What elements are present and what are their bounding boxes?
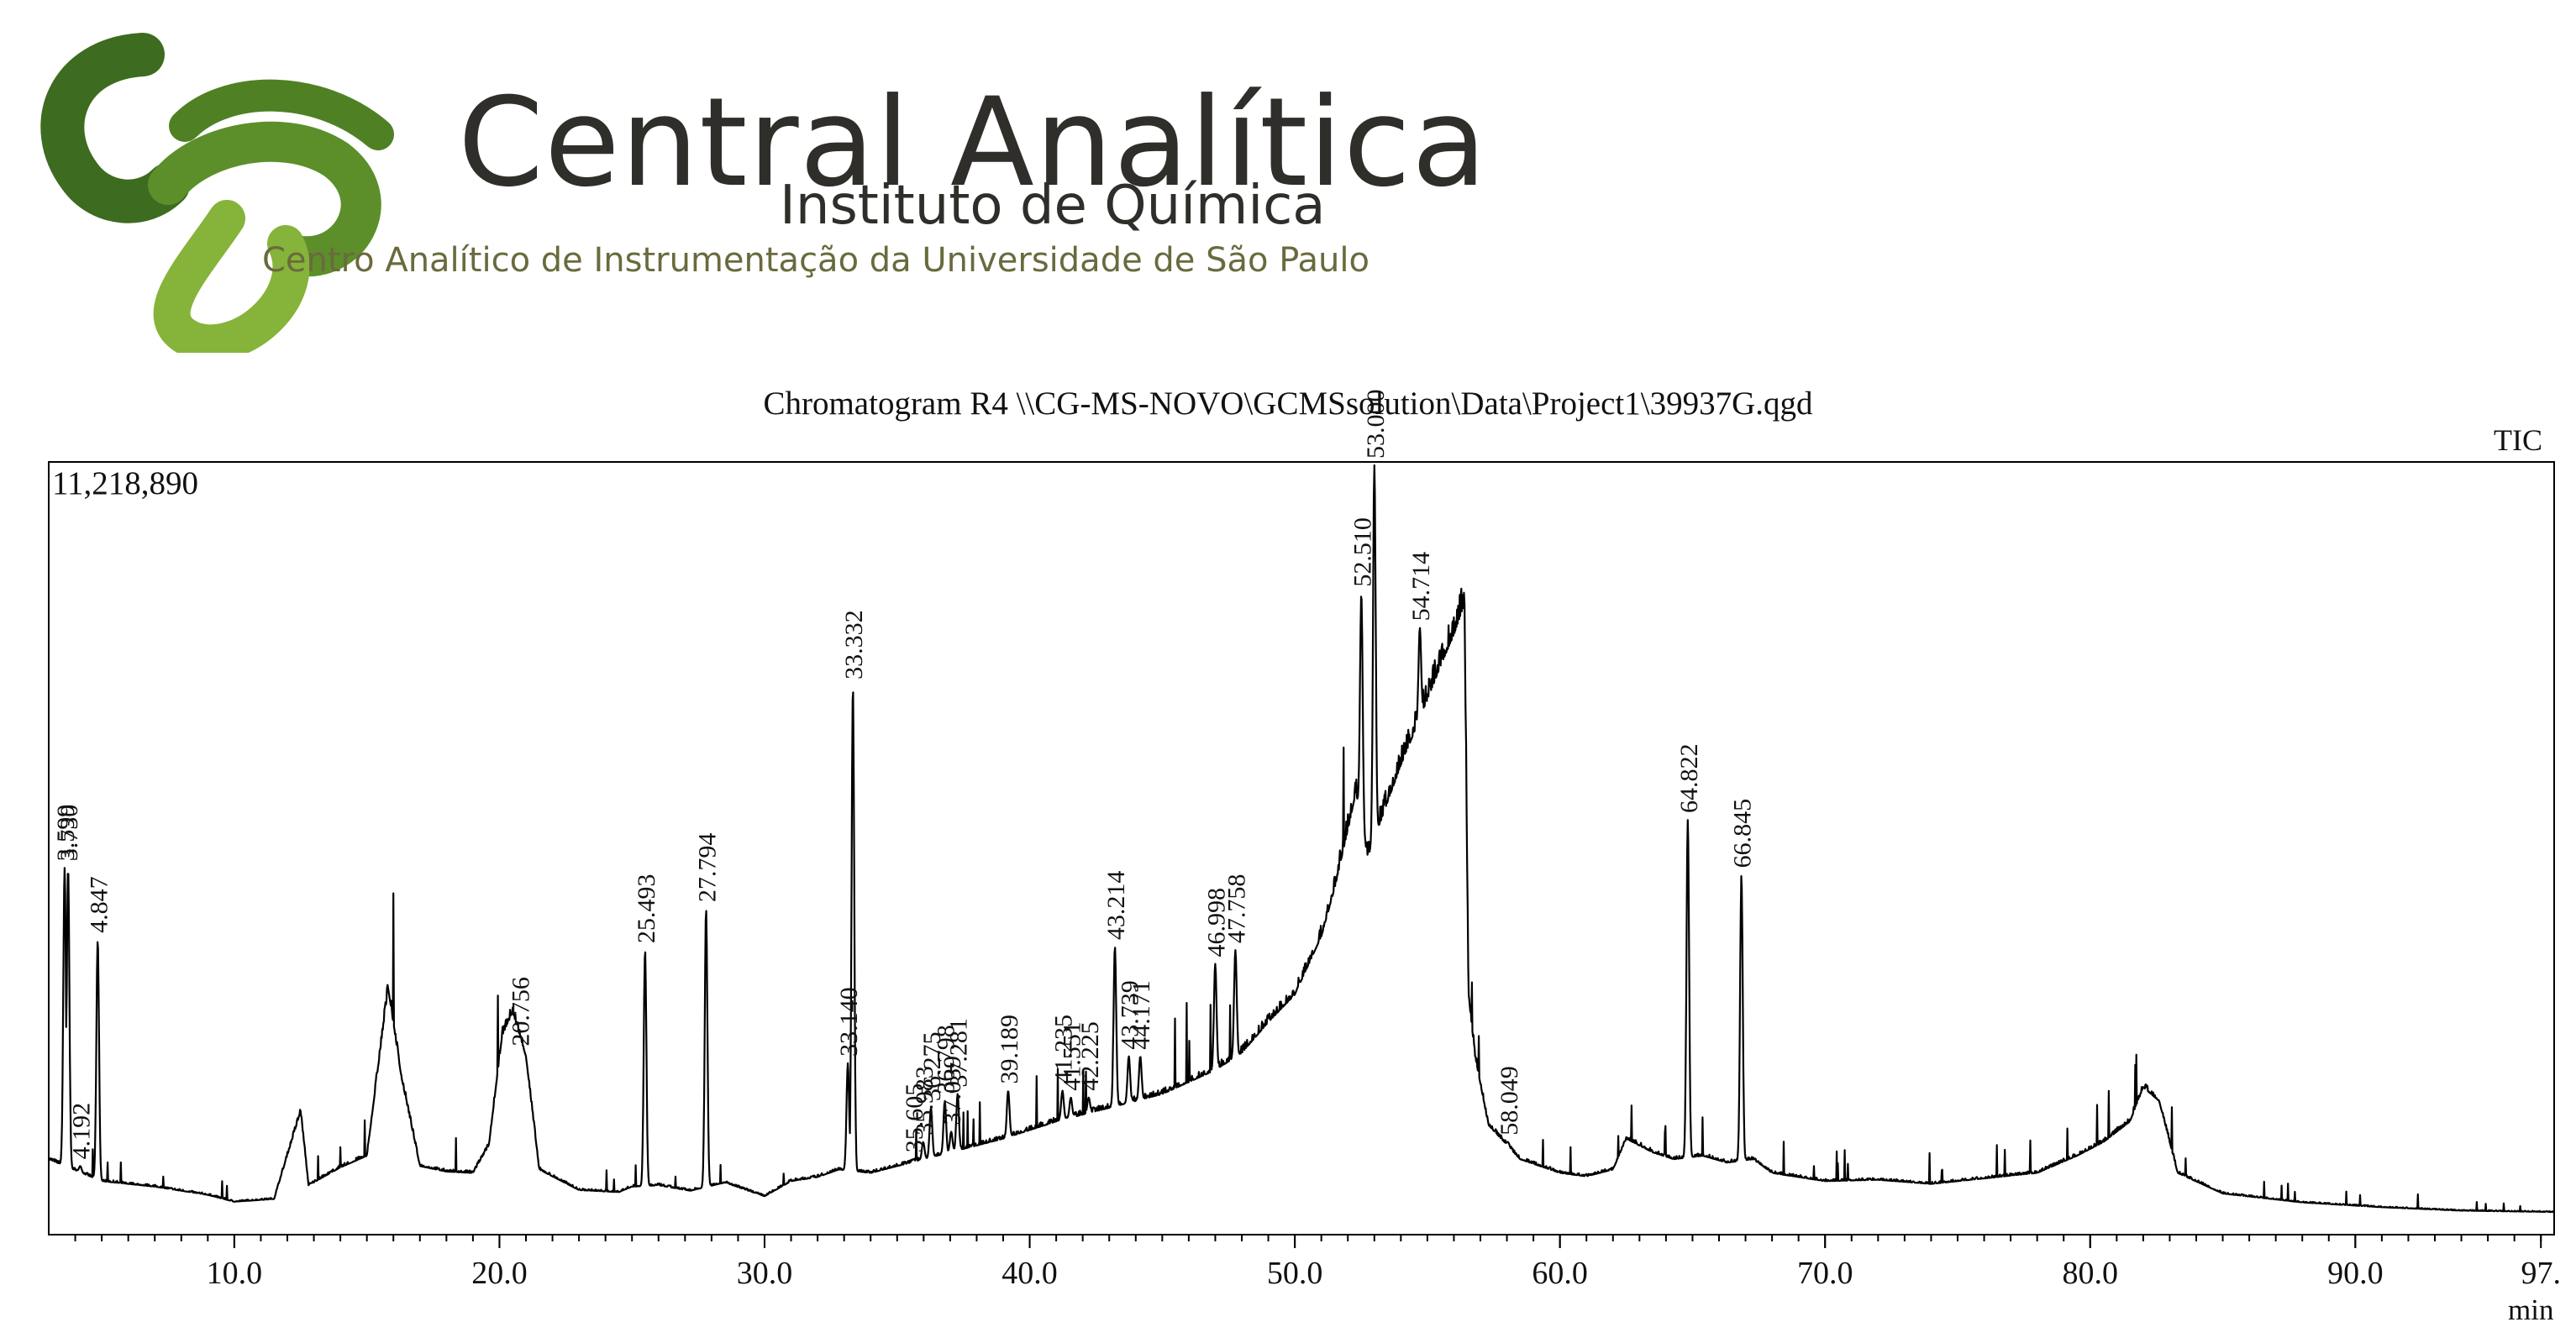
peak-label: 64.822 <box>1675 744 1703 814</box>
peak-label: 36.275 <box>918 1031 946 1101</box>
trace-label: TIC <box>2494 423 2542 457</box>
peak-label: 4.192 <box>68 1103 96 1160</box>
x-tick-label: 10.0 <box>207 1256 263 1291</box>
peak-label: 37.281 <box>945 1018 973 1088</box>
peak-label: 41.551 <box>1058 1021 1086 1091</box>
x-tick-label: 50.0 <box>1267 1256 1323 1291</box>
tic-trace <box>48 464 2555 1214</box>
peak-label: 27.794 <box>693 833 721 903</box>
peak-label: 33.140 <box>835 987 863 1057</box>
peak-label: 54.714 <box>1407 552 1435 622</box>
peak-label: 43.214 <box>1102 871 1130 941</box>
peak-label: 39.189 <box>996 1015 1023 1084</box>
chart-title: Chromatogram R4 \\CG-MS-NOVO\GCMSsolutio… <box>763 386 1813 422</box>
peak-label: 47.758 <box>1222 874 1250 944</box>
peak-label: 44.171 <box>1128 980 1155 1050</box>
peak-label: 3.599 <box>52 805 80 862</box>
x-tick-label: 97. <box>2521 1256 2561 1291</box>
peak-label: 46.998 <box>1202 888 1230 957</box>
peak-label: 37.039 <box>938 1056 966 1125</box>
central-analitica-logo-icon <box>40 33 394 353</box>
peak-label: 3.730 <box>55 805 83 862</box>
plot-frame <box>48 461 2555 1235</box>
peak-label: 66.845 <box>1729 799 1757 868</box>
peak-label: 43.739 <box>1117 980 1144 1050</box>
peak-label: 4.847 <box>85 876 113 933</box>
logo-subtitle: Instituto de Química <box>780 175 1326 237</box>
peak-label: 42.225 <box>1076 1021 1104 1091</box>
peak-label: 25.493 <box>633 874 660 944</box>
peak-label: 52.510 <box>1348 517 1376 587</box>
y-max-label: 11,218,890 <box>52 465 199 501</box>
x-tick-label: 30.0 <box>737 1256 793 1291</box>
peak-label: 20.756 <box>507 977 534 1047</box>
x-tick-label: 20.0 <box>471 1256 528 1291</box>
x-tick-label: 70.0 <box>1797 1256 1853 1291</box>
x-tick-label: 40.0 <box>1001 1256 1058 1291</box>
logo-title: Central Analítica <box>458 71 1488 214</box>
x-tick-label: 80.0 <box>2063 1256 2119 1291</box>
peak-label: 35.605 <box>901 1083 928 1153</box>
peak-label: 53.000 <box>1362 390 1390 459</box>
x-unit-label: min <box>2508 1293 2554 1326</box>
x-tick-label: 60.0 <box>1532 1256 1588 1291</box>
peak-label: 33.332 <box>840 610 868 679</box>
x-tick-label: 90.0 <box>2327 1256 2384 1291</box>
peak-label: 58.049 <box>1496 1066 1523 1136</box>
logo-tagline: Centro Analítico de Instrumentação da Un… <box>262 241 1369 280</box>
peak-label: 41.235 <box>1050 1015 1078 1084</box>
peak-label: 35.983 <box>911 1066 938 1136</box>
peak-label: 36.798 <box>933 1025 960 1094</box>
